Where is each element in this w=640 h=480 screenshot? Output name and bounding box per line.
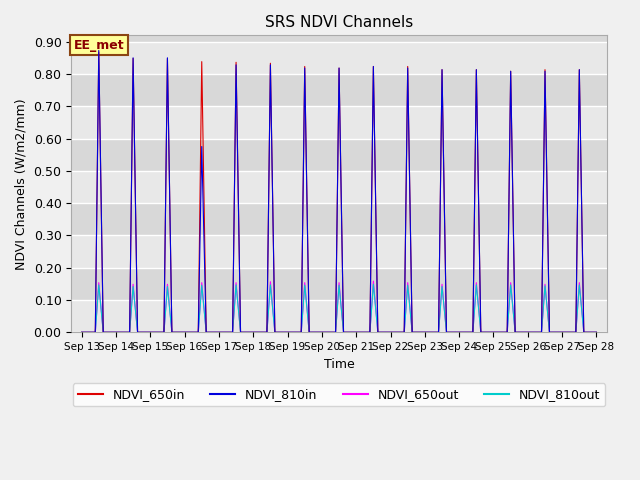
NDVI_810in [591, 329, 598, 335]
NDVI_650in [188, 329, 196, 335]
NDVI_650in [591, 329, 598, 335]
NDVI_810out [410, 329, 418, 335]
NDVI_810in [182, 329, 190, 335]
NDVI_810out [593, 329, 600, 335]
NDVI_650in [483, 329, 491, 335]
Line: NDVI_650out: NDVI_650out [81, 281, 596, 332]
NDVI_810out [271, 324, 278, 330]
NDVI_810in [593, 329, 600, 335]
NDVI_650in [182, 329, 190, 335]
NDVI_650out [410, 329, 418, 335]
NDVI_650out [77, 329, 85, 335]
Legend: NDVI_650in, NDVI_810in, NDVI_650out, NDVI_810out: NDVI_650in, NDVI_810in, NDVI_650out, NDV… [73, 383, 605, 406]
Bar [71, 107, 607, 139]
Bar [71, 300, 607, 332]
Bar [71, 42, 607, 74]
Bar [71, 74, 607, 107]
NDVI_650out [591, 329, 598, 335]
NDVI_650out [369, 278, 377, 284]
NDVI_650out [182, 329, 190, 335]
NDVI_810out [591, 329, 598, 335]
NDVI_810out [182, 329, 190, 335]
Y-axis label: NDVI Channels (W/m2/mm): NDVI Channels (W/m2/mm) [15, 98, 28, 270]
Bar [71, 203, 607, 236]
NDVI_650out [483, 329, 491, 335]
X-axis label: Time: Time [324, 358, 355, 371]
Bar [71, 171, 607, 203]
NDVI_650in [593, 329, 600, 335]
NDVI_810in [188, 329, 196, 335]
NDVI_810out [483, 329, 491, 335]
Bar [71, 139, 607, 171]
NDVI_810out [188, 329, 196, 335]
Line: NDVI_650in: NDVI_650in [81, 52, 596, 332]
NDVI_810out [77, 329, 85, 335]
NDVI_650in [77, 329, 85, 335]
NDVI_650in [410, 329, 418, 335]
Title: SRS NDVI Channels: SRS NDVI Channels [265, 15, 413, 30]
Text: EE_met: EE_met [74, 39, 125, 52]
Line: NDVI_810in: NDVI_810in [81, 50, 596, 332]
NDVI_650out [593, 329, 600, 335]
Bar [71, 268, 607, 300]
NDVI_650out [271, 324, 278, 329]
NDVI_650in [271, 303, 278, 309]
NDVI_650out [188, 329, 196, 335]
Bar [71, 36, 607, 42]
NDVI_810in [410, 329, 418, 335]
NDVI_810in [483, 329, 491, 335]
NDVI_650in [95, 49, 102, 55]
Bar [71, 236, 607, 268]
Line: NDVI_810out: NDVI_810out [81, 284, 596, 332]
NDVI_810in [77, 329, 85, 335]
NDVI_810in [95, 48, 102, 53]
NDVI_810out [369, 281, 377, 287]
NDVI_810in [271, 303, 278, 309]
